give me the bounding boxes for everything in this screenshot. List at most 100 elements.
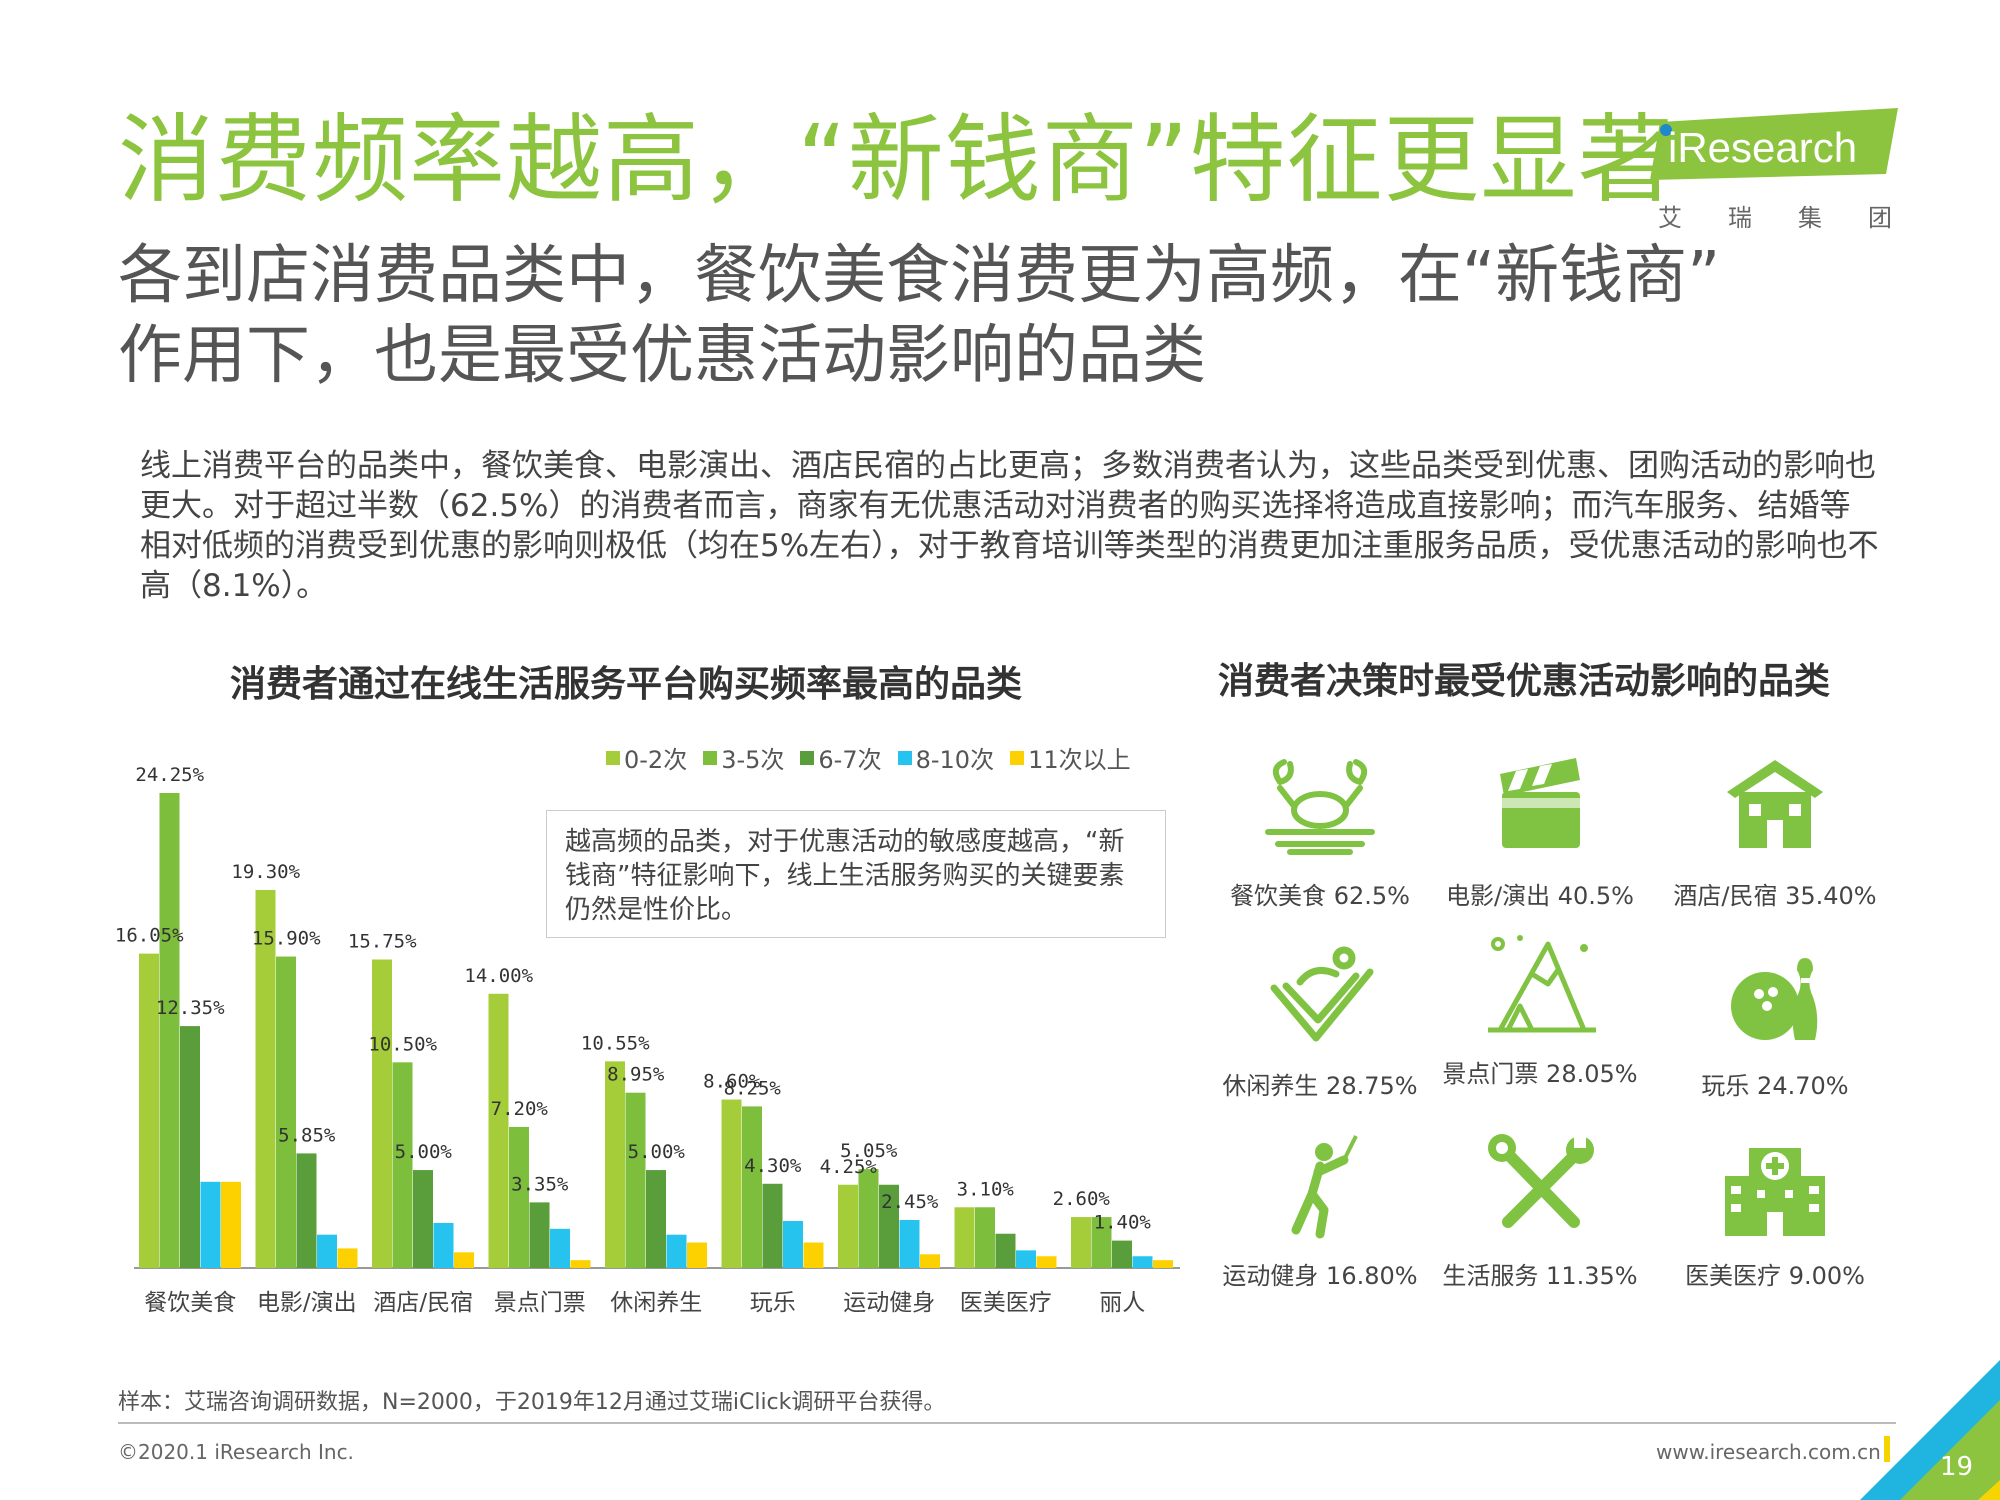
bar [1036,1256,1057,1268]
influence-item: 医美医疗 9.00% [1660,1132,1890,1291]
data-label: 15.75% [348,930,417,952]
bar [1016,1250,1036,1268]
bar [838,1184,858,1268]
influence-label: 休闲养生 28.75% [1222,1072,1418,1100]
bar [1091,1217,1112,1268]
tools-icon [1488,1134,1594,1228]
data-label: 5.00% [628,1141,686,1163]
legend-label: 3-5次 [721,746,785,774]
lounge-chair-icon [1270,946,1374,1042]
influence-label: 医美医疗 9.00% [1685,1262,1865,1290]
legend-item: 6-7次 [800,740,882,775]
bar [372,959,392,1268]
data-label: 4.30% [744,1155,802,1177]
influence-item: 景点门票 28.05% [1425,930,1655,1089]
category-tick-label: 运动健身 [843,1290,935,1316]
data-label: 14.00% [464,965,533,987]
bar [995,1233,1016,1268]
bar [337,1248,358,1268]
bar [488,993,509,1268]
house-icon [1727,760,1823,848]
right-chart-title: 消费者决策时最受优惠活动影响的品类 [1218,661,1831,702]
bar [858,1169,879,1268]
data-label: 8.95% [607,1064,665,1086]
logo-char: 艾 [1658,204,1682,232]
bar [433,1222,454,1268]
bar [666,1234,687,1268]
data-label: 10.55% [581,1032,650,1054]
crab-dish-icon [1265,759,1375,855]
clapperboard-icon [1500,758,1580,848]
influence-label: 玩乐 24.70% [1701,1072,1849,1100]
bar [139,953,159,1268]
influence-label: 景点门票 28.05% [1442,1060,1638,1088]
copyright: ©2020.1 iResearch Inc. [118,1440,354,1464]
influence-item: 酒店/民宿 35.40% [1660,752,1890,911]
data-label: 4.25% [820,1156,878,1178]
category-tick-label: 酒店/民宿 [373,1290,473,1316]
page-title: 消费频率越高，“新钱商”特征更显著 [118,104,1675,216]
bar [899,1220,920,1268]
bar [550,1228,570,1268]
page-number: 19 [1940,1452,1974,1482]
data-label: 19.30% [231,861,300,883]
mountain-icon [1488,935,1596,1033]
bar [1132,1256,1153,1268]
website-link[interactable]: www.iresearch.com.cn [1656,1440,1881,1464]
legend-label: 11次以上 [1028,746,1131,774]
data-label: 7.20% [491,1098,549,1120]
data-label: 16.05% [115,925,184,947]
footer-divider [118,1422,1896,1424]
bar [413,1170,433,1268]
bar [317,1234,337,1268]
data-label: 5.05% [840,1140,898,1162]
corner-decoration [1860,1360,2000,1500]
influence-item: 生活服务 11.35% [1425,1132,1655,1291]
bar [954,1207,975,1268]
bar [570,1260,591,1268]
bar [625,1092,646,1268]
data-label: 2.60% [1053,1188,1111,1210]
legend-swatch [800,750,815,765]
legend-label: 0-2次 [624,746,688,774]
data-label: 24.25% [135,764,204,786]
category-tick-label: 休闲养生 [610,1290,702,1316]
bar [276,956,296,1268]
bar [255,889,276,1268]
bar [296,1153,317,1268]
influence-label: 运动健身 16.80% [1222,1262,1418,1290]
legend-label: 8-10次 [915,746,995,774]
bar [742,1106,762,1268]
influence-item: 休闲养生 28.75% [1205,942,1435,1101]
category-tick-label: 餐饮美食 [144,1290,236,1316]
influence-label: 生活服务 11.35% [1442,1262,1638,1290]
bar [454,1252,474,1268]
bar [721,1099,742,1268]
iresearch-logo: iResearch 艾 瑞 集 团 [1650,108,1900,232]
bowling-icon [1731,958,1818,1040]
data-label: 15.90% [252,928,321,950]
influence-item: 电影/演出 40.5% [1425,752,1655,911]
data-label: 1.40% [1094,1212,1152,1234]
description-paragraph: 线上消费平台的品类中，餐饮美食、电影演出、酒店民宿的占比更高；多数消费者认为，这… [140,448,1879,604]
bar [646,1170,666,1268]
bar [200,1181,221,1268]
bar [180,1026,200,1268]
bar [392,1062,413,1268]
data-label: 3.10% [957,1178,1015,1200]
bar [920,1254,940,1268]
category-tick-label: 丽人 [1099,1290,1145,1316]
bar [762,1183,783,1268]
legend-swatch [1010,750,1025,765]
legend-swatch [606,750,620,765]
site-accent-bar [1884,1436,1890,1462]
category-tick-label: 景点门票 [494,1290,586,1316]
bar [159,793,180,1268]
hospital-icon [1725,1148,1825,1236]
bar [529,1202,550,1268]
golfer-icon [1291,1135,1358,1239]
page-subtitle: 各到店消费品类中，餐饮美食消费更为高频，在“新钱商” 作用下，也是最受优惠活动影… [118,236,1898,396]
left-chart-title: 消费者通过在线生活服务平台购买频率最高的品类 [230,664,1023,705]
callout-note: 越高频的品类，对于优惠活动的敏感度越高，“新钱商”特征影响下，线上生活服务购买的… [546,810,1166,938]
data-label: 8.25% [724,1077,782,1099]
